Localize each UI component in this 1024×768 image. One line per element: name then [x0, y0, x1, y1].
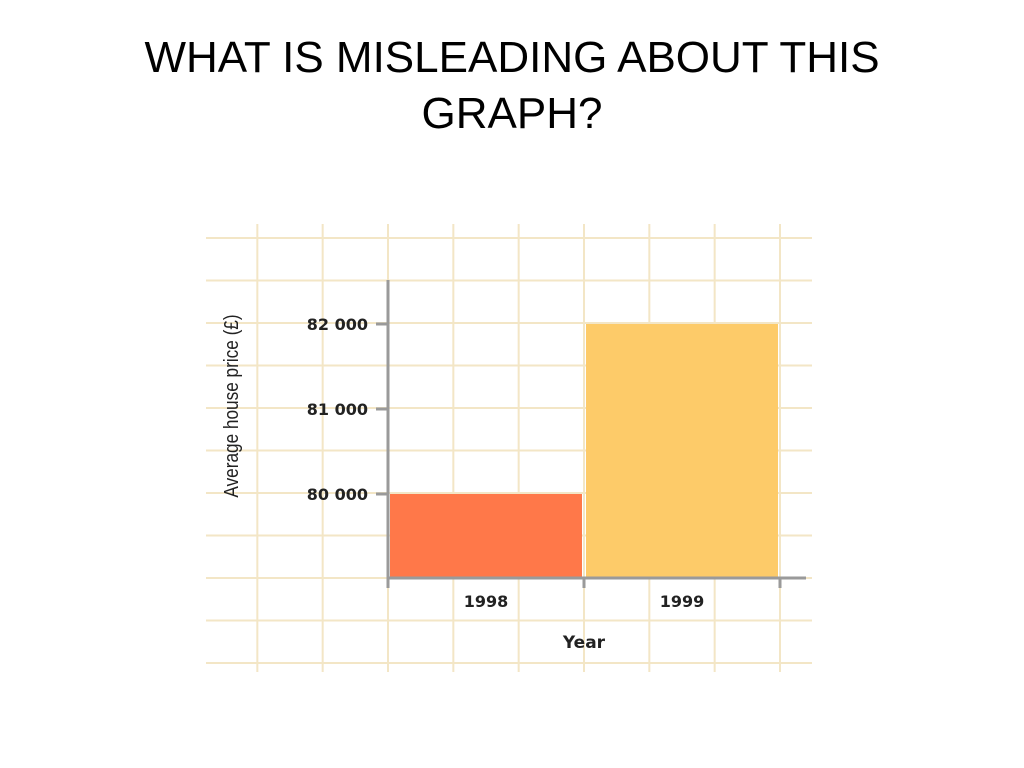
y-axis-title: Average house price (£) [220, 314, 243, 497]
y-tick-label: 80 000 [307, 485, 368, 504]
chart-axes [376, 280, 806, 588]
bar-1999 [586, 324, 778, 578]
chart-labels: 80 000 81 000 82 000 1998 1999 Year Average ho… [220, 314, 704, 653]
bar-1998 [390, 494, 582, 578]
y-tick-label: 81 000 [307, 400, 368, 419]
chart-bars [390, 324, 778, 578]
x-tick-label: 1999 [660, 592, 705, 611]
y-tick-label: 82 000 [307, 315, 368, 334]
slide-title: WHAT IS MISLEADING ABOUT THIS GRAPH? [144, 33, 880, 138]
x-tick-label: 1998 [464, 592, 509, 611]
x-axis-title: Year [562, 633, 606, 653]
